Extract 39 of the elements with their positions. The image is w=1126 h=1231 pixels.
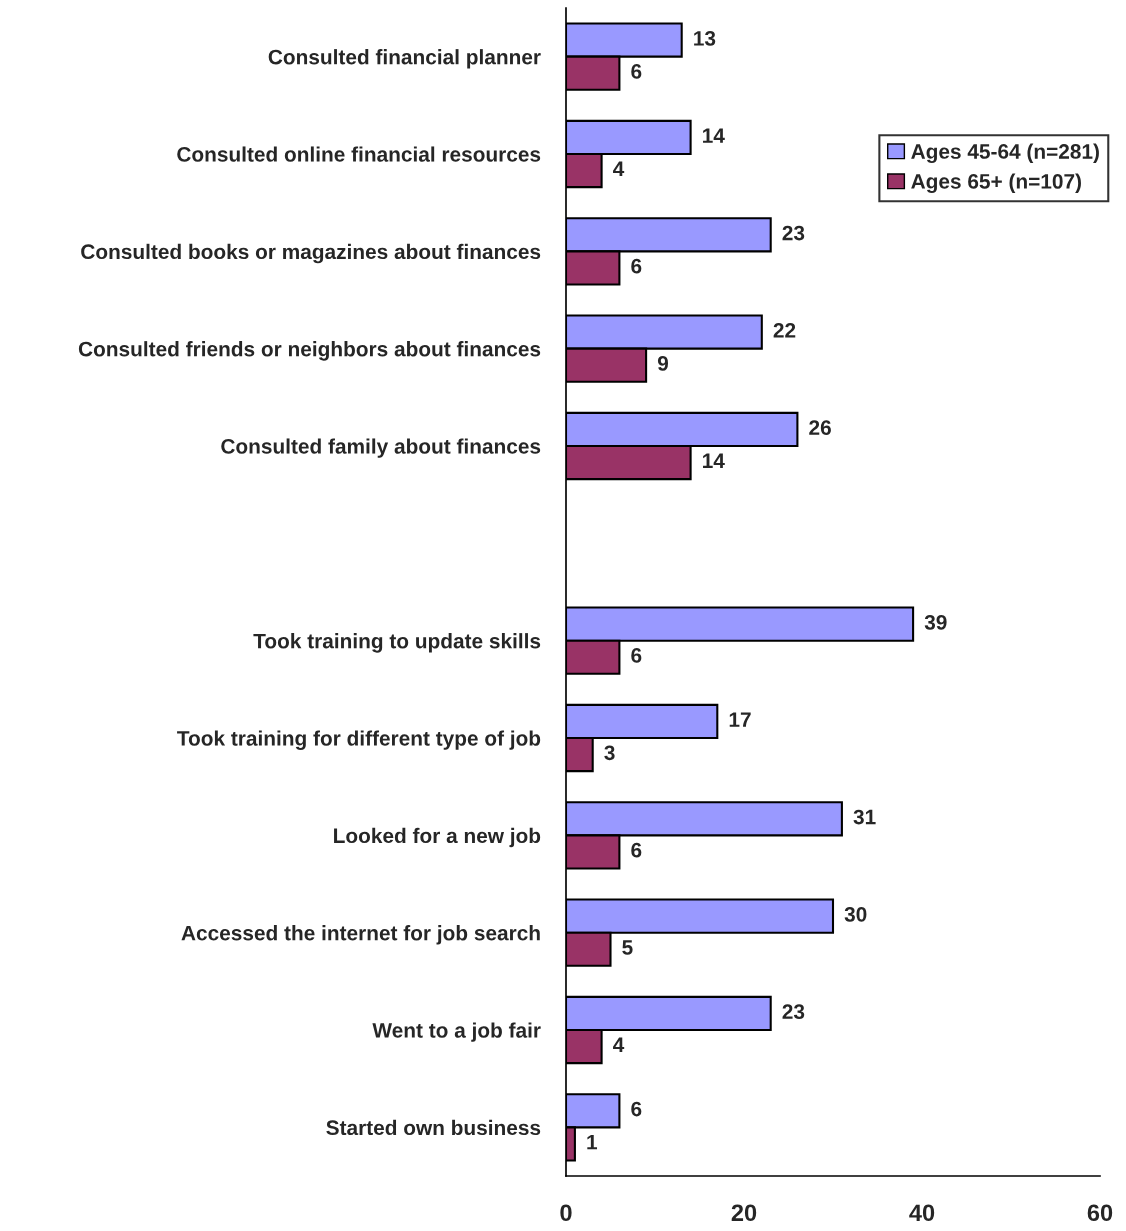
y-tick-label: Went to a job fair [372, 1022, 541, 1042]
data-label: 30 [844, 906, 867, 922]
data-label: 26 [809, 420, 831, 436]
y-tick-label: Consulted financial planner [268, 49, 541, 69]
y-tick-label: Accessed the internet for job search [181, 925, 540, 945]
data-label: 23 [782, 225, 805, 241]
data-label: 4 [613, 1037, 625, 1052]
data-label: 39 [924, 614, 947, 630]
data-label: 6 [631, 1101, 642, 1117]
data-label: 31 [853, 809, 876, 825]
y-tick-label: Started own business [326, 1119, 541, 1136]
legend-label: Ages 45-64 (n=281) [911, 143, 1099, 164]
data-label: 14 [703, 128, 725, 143]
data-label: 22 [773, 322, 796, 338]
x-tick-label: 20 [731, 1204, 757, 1222]
data-label: 5 [622, 940, 633, 955]
y-tick-label: Consulted friends or neighbors about finances [78, 341, 541, 361]
data-label: 23 [782, 1004, 805, 1020]
data-label: 6 [631, 842, 642, 858]
y-tick-label: Took training for different type of job [177, 730, 541, 750]
y-tick-label: Consulted books or magazines about finances [81, 243, 541, 264]
data-label: 3 [604, 745, 615, 761]
x-tick-label: 0 [560, 1204, 572, 1222]
data-label: 6 [631, 648, 642, 663]
x-tick-label: 40 [909, 1204, 935, 1222]
data-label: 1 [587, 1134, 598, 1150]
legend-label: Ages 65+ (n=107) [911, 173, 1081, 193]
data-label: 6 [631, 258, 642, 274]
y-tick-label: Consulted family about finances [221, 438, 541, 458]
data-label: 13 [694, 30, 716, 46]
data-label: 17 [729, 712, 751, 727]
data-label: 9 [657, 356, 669, 371]
data-label: 14 [703, 453, 725, 468]
data-label: 4 [613, 161, 625, 176]
y-tick-label: Consulted online financial resources [177, 146, 541, 162]
y-tick-label: Took training to update skills [253, 633, 541, 653]
y-tick-label: Looked for a new job [334, 827, 541, 848]
data-label: 6 [631, 64, 642, 79]
x-tick-label: 60 [1087, 1204, 1113, 1222]
